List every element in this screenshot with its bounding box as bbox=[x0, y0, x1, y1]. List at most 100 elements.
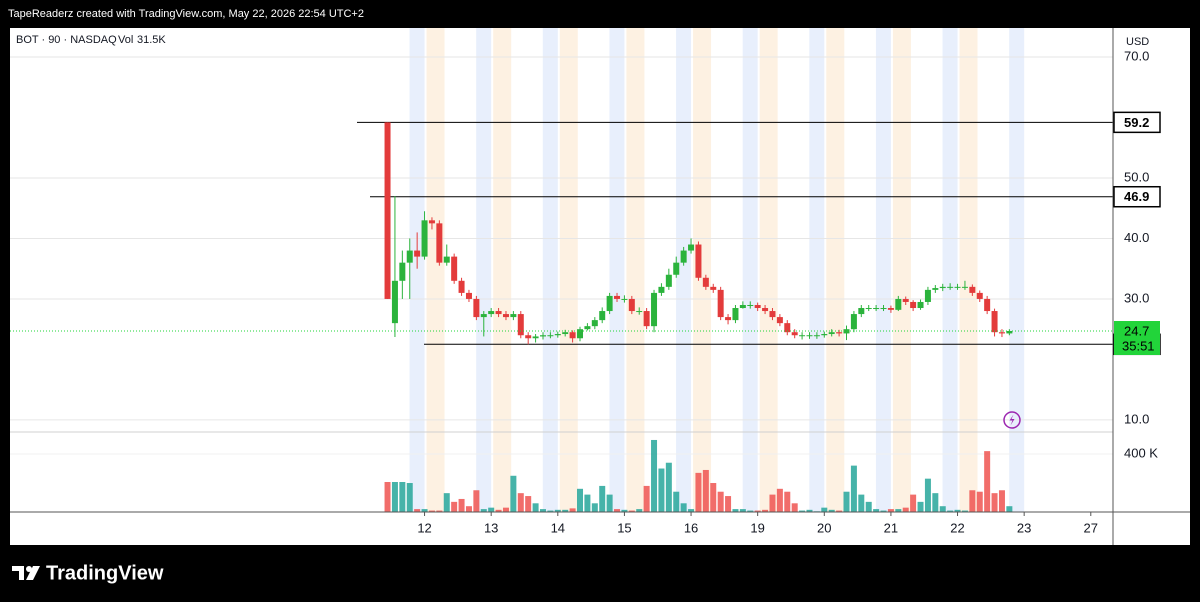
candle-body bbox=[532, 336, 539, 339]
volume-bar bbox=[887, 509, 894, 512]
x-tick-label: 12 bbox=[417, 520, 431, 535]
volume-value: 31.5K bbox=[137, 34, 166, 46]
y-tick-label: 40.0 bbox=[1124, 230, 1149, 245]
volume-bar bbox=[836, 510, 843, 512]
currency: USD bbox=[1126, 36, 1149, 48]
premarket-band bbox=[476, 28, 492, 512]
candle-body bbox=[969, 286, 976, 293]
last-price-box bbox=[1114, 321, 1160, 355]
volume-bar bbox=[821, 507, 828, 512]
volume-bar bbox=[606, 494, 613, 512]
volume-bar bbox=[436, 510, 443, 512]
volume-bar bbox=[776, 488, 783, 512]
postmarket-band bbox=[426, 28, 445, 512]
volume-bar bbox=[562, 509, 569, 512]
volume-bar bbox=[939, 506, 946, 512]
candle-body bbox=[451, 256, 458, 281]
volume-bar bbox=[591, 503, 598, 512]
candle-body bbox=[850, 314, 857, 330]
candle-body bbox=[791, 332, 798, 336]
premarket-band bbox=[542, 28, 558, 512]
candle-body bbox=[799, 335, 806, 337]
volume-bar bbox=[628, 510, 635, 512]
x-tick-label: 20 bbox=[817, 520, 831, 535]
volume-bar bbox=[495, 509, 502, 512]
volume-bar bbox=[991, 493, 998, 512]
volume-bar bbox=[621, 509, 628, 512]
volume-bar bbox=[614, 509, 621, 512]
candle-body bbox=[510, 314, 517, 318]
candle-body bbox=[651, 292, 658, 327]
postmarket-band bbox=[892, 28, 911, 512]
candle-body bbox=[599, 311, 606, 321]
plot bbox=[10, 121, 1113, 512]
volume-bar bbox=[895, 509, 902, 512]
candle-body bbox=[769, 311, 776, 318]
premarket-band bbox=[742, 28, 758, 512]
volume-label: Vol bbox=[118, 34, 133, 46]
candle-body bbox=[562, 332, 569, 335]
postmarket-band bbox=[826, 28, 845, 512]
last-price-label: 24.7 bbox=[1124, 323, 1149, 338]
y-tick-label: 70.0 bbox=[1124, 48, 1149, 63]
postmarket-band bbox=[759, 28, 778, 512]
volume-bar bbox=[1006, 506, 1013, 512]
volume-bar bbox=[858, 494, 865, 512]
candle-body bbox=[614, 295, 621, 299]
candle-body bbox=[732, 308, 739, 321]
volume-bar bbox=[517, 493, 524, 512]
candle-body bbox=[384, 122, 391, 299]
volume-bar bbox=[865, 501, 872, 512]
volume-bar bbox=[998, 490, 1005, 512]
postmarket-band bbox=[959, 28, 978, 512]
volume-bar bbox=[769, 494, 776, 512]
volume-bar bbox=[947, 510, 954, 512]
candle-body bbox=[947, 286, 954, 288]
candle-body bbox=[725, 317, 732, 321]
price-label-box bbox=[1113, 185, 1161, 208]
volume-bar bbox=[599, 485, 606, 512]
candle-body bbox=[806, 335, 813, 337]
candle-body bbox=[621, 298, 628, 300]
volume-bar bbox=[443, 493, 450, 512]
volume-bar bbox=[932, 493, 939, 512]
x-tick-label: 14 bbox=[551, 520, 565, 535]
candle-body bbox=[525, 335, 532, 339]
x-tick-label: 15 bbox=[617, 520, 631, 535]
volume-bar bbox=[850, 465, 857, 512]
candle-body bbox=[717, 289, 724, 318]
volume-bar bbox=[717, 491, 724, 512]
candle-body bbox=[680, 250, 687, 263]
candle-body bbox=[414, 250, 421, 257]
volume-bar bbox=[754, 510, 761, 512]
volume-bar bbox=[910, 494, 917, 512]
premarket-band bbox=[609, 28, 625, 512]
candle-body bbox=[813, 335, 820, 337]
countdown: 35:51 bbox=[1122, 338, 1155, 353]
candle-body bbox=[658, 286, 665, 293]
volume-bar bbox=[465, 506, 472, 512]
volume-bar bbox=[747, 510, 754, 512]
alert-icon[interactable] bbox=[1003, 411, 1021, 429]
candle-body bbox=[858, 308, 865, 315]
candle-body bbox=[569, 332, 576, 339]
chart-area bbox=[10, 28, 1190, 545]
volume-bar bbox=[421, 509, 428, 512]
volume-bar bbox=[451, 501, 458, 512]
postmarket-band bbox=[559, 28, 578, 512]
candle-body bbox=[554, 334, 561, 336]
candle-body bbox=[458, 280, 465, 293]
volume-bar bbox=[984, 451, 991, 512]
candle-body bbox=[865, 308, 872, 310]
volume-bar bbox=[488, 507, 495, 512]
volume-bar bbox=[880, 510, 887, 512]
candle-body bbox=[399, 262, 406, 281]
candle-body bbox=[584, 326, 591, 330]
premarket-band bbox=[942, 28, 958, 512]
candle-body bbox=[591, 320, 598, 327]
x-tick-label: 13 bbox=[484, 520, 498, 535]
price-label: 59.2 bbox=[1124, 115, 1149, 130]
x-tick-label: 16 bbox=[684, 520, 698, 535]
candle-body bbox=[739, 304, 746, 309]
y-tick-label: 30.0 bbox=[1124, 290, 1149, 305]
